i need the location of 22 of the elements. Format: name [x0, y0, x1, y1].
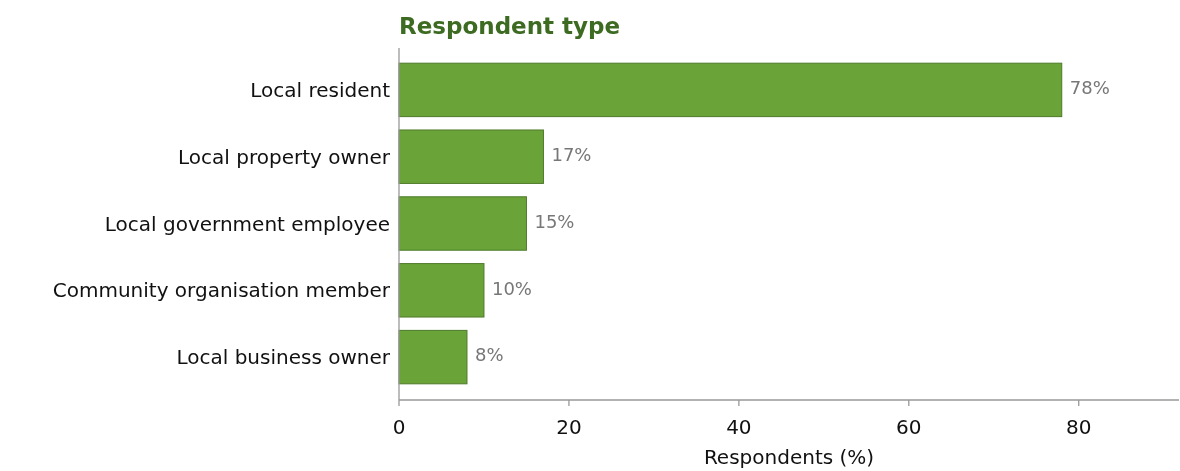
x-tick-label: 0 [392, 415, 406, 439]
data-label: 15% [534, 210, 575, 232]
data-label: 78% [1069, 77, 1110, 99]
chart-title: Respondent type [399, 13, 621, 39]
y-tick-label: Local business owner [176, 345, 391, 370]
data-label: 17% [551, 144, 592, 165]
data-label: 8% [474, 344, 504, 366]
y-tick-label: Local government employee [104, 211, 390, 236]
x-tick-label: 20 [556, 415, 582, 439]
x-tick-label: 60 [896, 415, 922, 439]
x-tick-label: 80 [1066, 415, 1092, 439]
y-tick-label: Local property owner [178, 144, 391, 169]
bar [398, 329, 468, 385]
bar [398, 196, 527, 251]
y-tick-label: Local resident [250, 77, 391, 102]
x-tick-label: 40 [726, 415, 752, 439]
x-axis-title: Respondents (%) [703, 445, 875, 469]
bar [398, 129, 544, 184]
bar [398, 62, 1063, 118]
bar [398, 263, 485, 318]
y-tick-label: Community organisation member [52, 278, 391, 303]
data-label: 10% [491, 277, 532, 299]
